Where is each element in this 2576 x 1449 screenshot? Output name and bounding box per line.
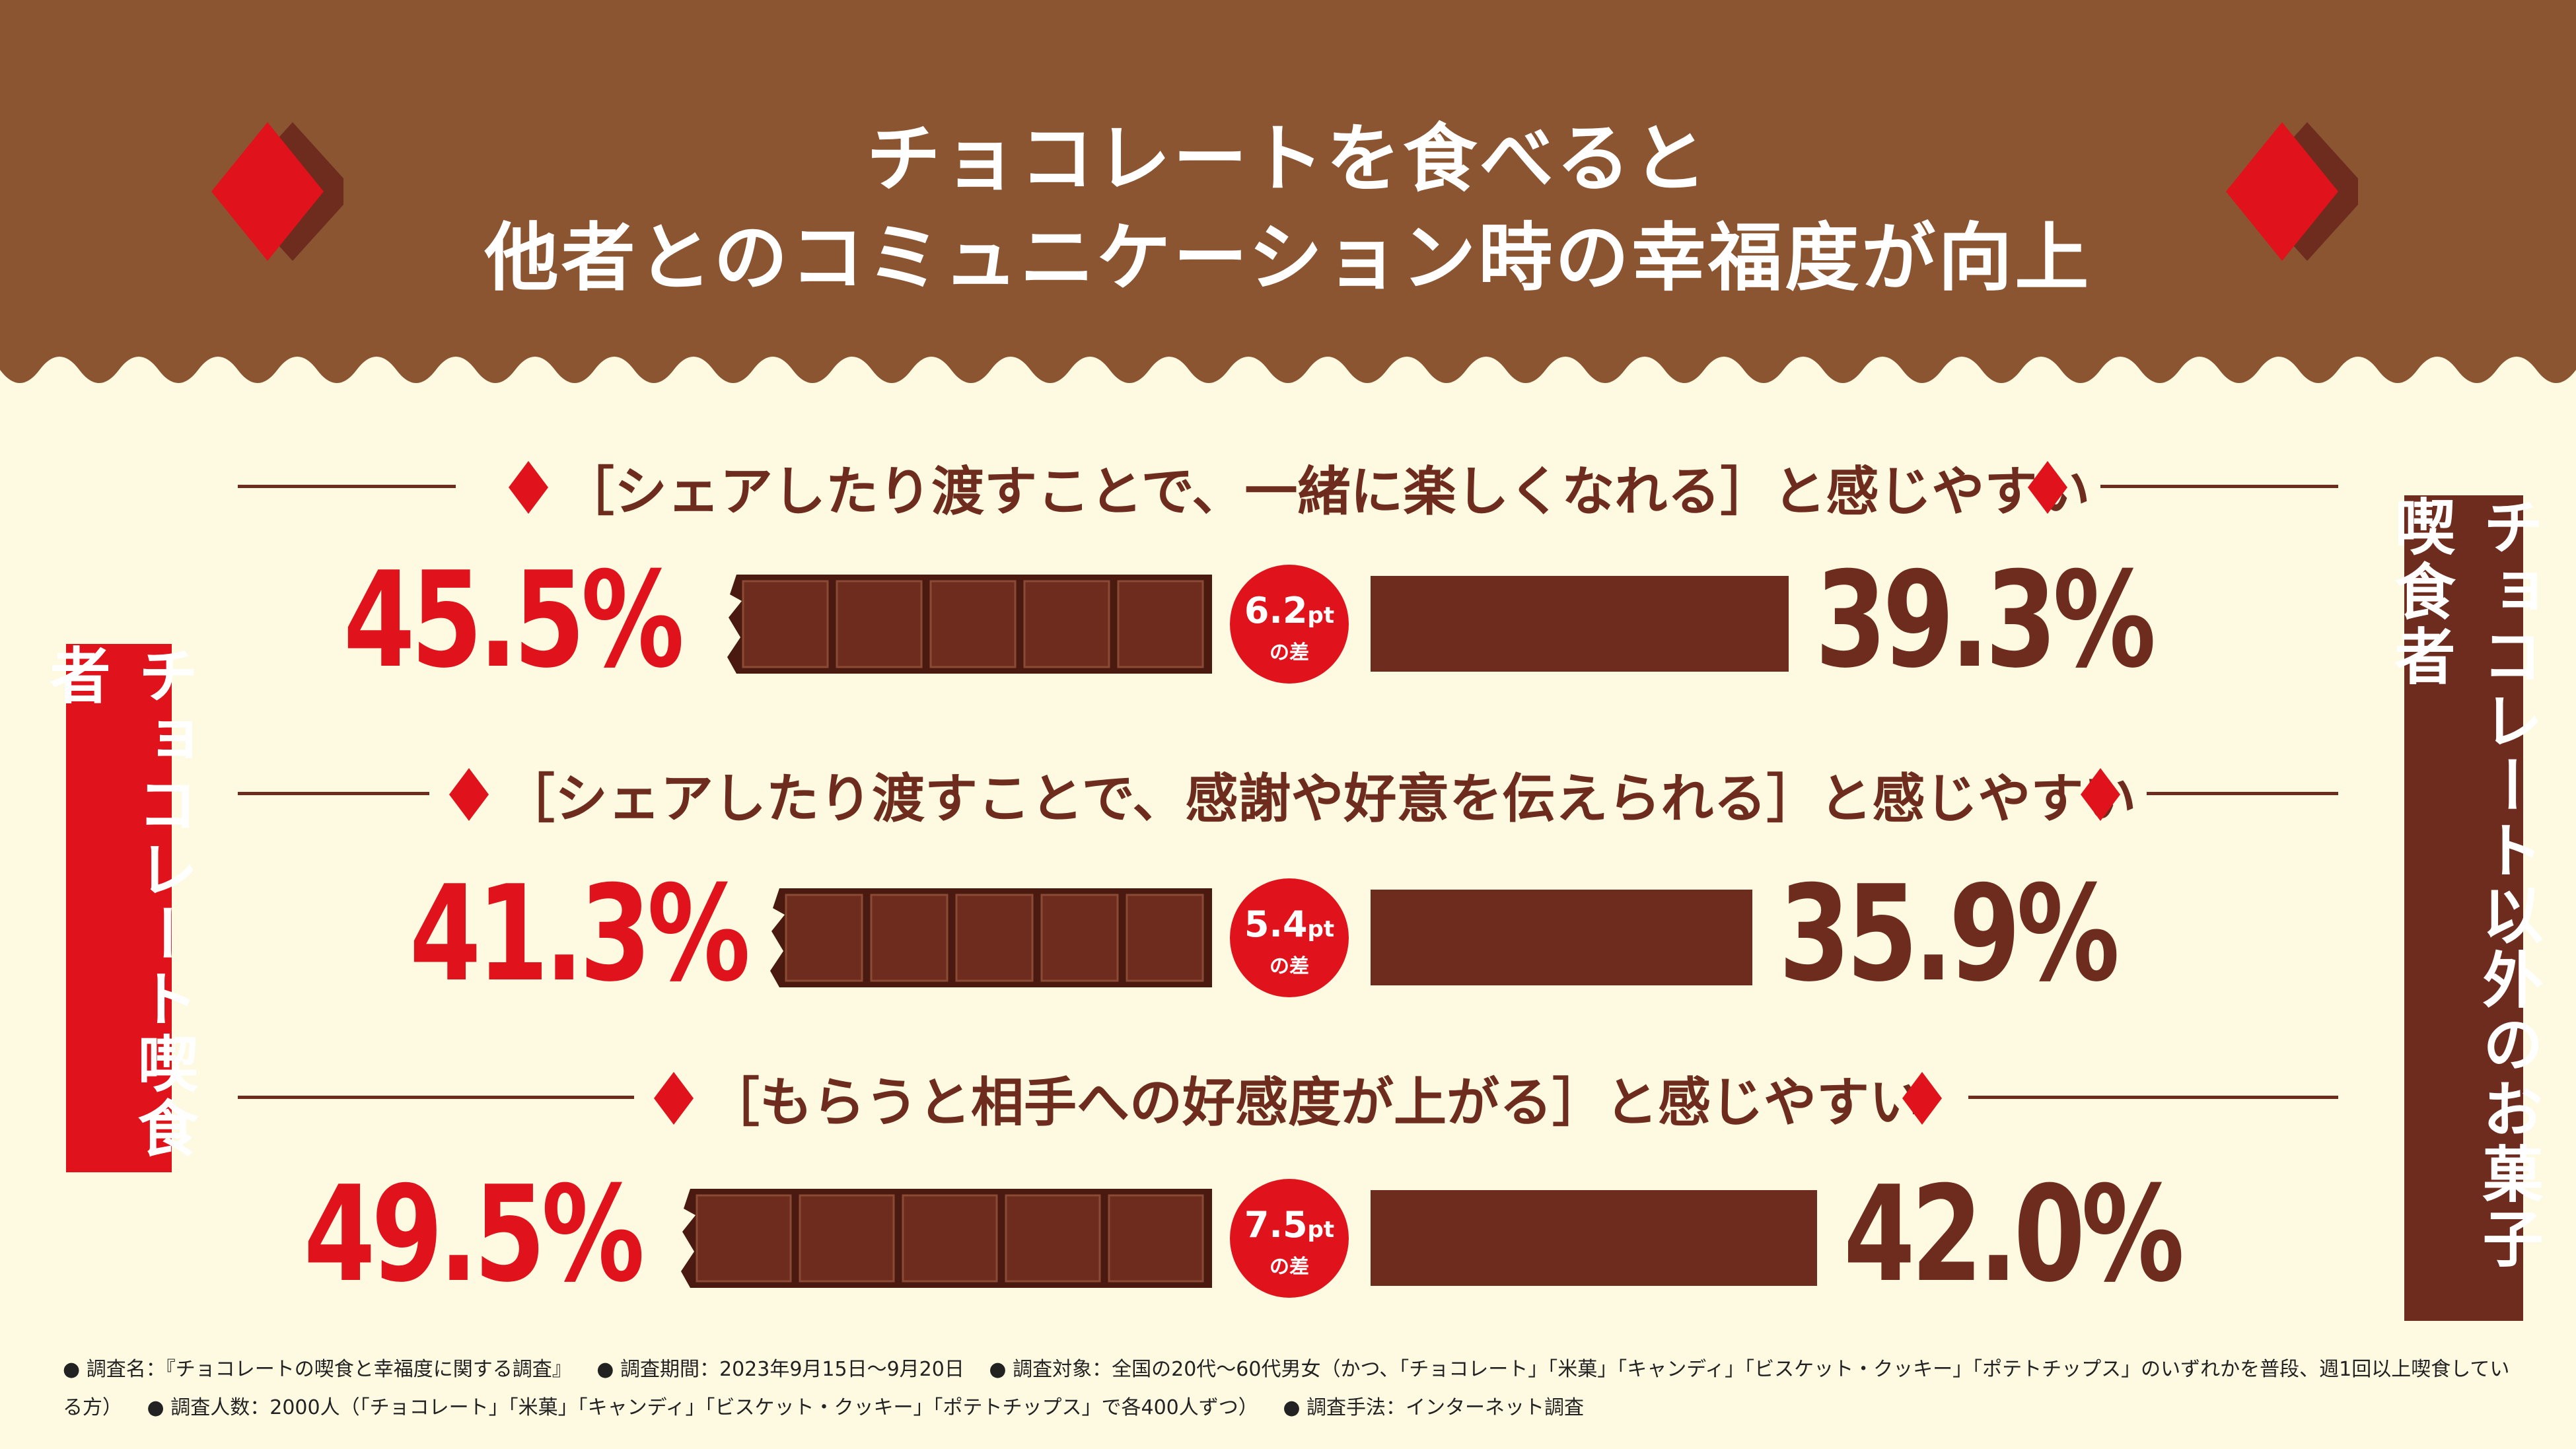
diamond-deco-left — [211, 122, 343, 261]
chocolate-segment — [836, 580, 923, 668]
title-line-1: チョコレートを食べると — [867, 116, 1709, 202]
chocolate-segment — [870, 894, 948, 982]
diamond-icon — [654, 1072, 694, 1125]
question-text: ［シェアしたり渡すことで、感謝や好意を伝えられる］と感じやすい — [502, 768, 2137, 830]
difference-suffix: の差 — [1270, 1255, 1309, 1279]
difference-suffix: の差 — [1270, 641, 1309, 664]
question-line-right — [2147, 792, 2338, 795]
diamond-icon — [509, 461, 548, 514]
difference-unit: pt — [1307, 1217, 1335, 1243]
header-banner — [0, 0, 2576, 383]
chocolate-percent: 41.3% — [409, 857, 750, 1011]
chocolate-segment — [742, 580, 829, 668]
chocolate-segment — [955, 894, 1034, 982]
chocolate-segment — [785, 894, 863, 982]
diamond-icon — [1902, 1072, 1942, 1125]
difference-value: 7.5 — [1244, 1204, 1308, 1246]
chocolate-segment — [1023, 580, 1110, 668]
chocolate-segment — [929, 580, 1017, 668]
chocolate-segment — [1117, 580, 1204, 668]
difference-value: 6.2 — [1244, 590, 1308, 631]
chocolate-segment — [1126, 894, 1204, 982]
chocolate-bar — [681, 1189, 1212, 1288]
question-row-3: ［もらうと相手への好感度が上がる］と感じやすい — [238, 1060, 2338, 1133]
chocolate-segment — [1005, 1194, 1101, 1283]
question-line-left — [238, 485, 456, 488]
other-snack-percent: 39.3% — [1815, 544, 2156, 697]
chocolate-bar — [727, 575, 1212, 674]
question-line-right — [2100, 485, 2338, 488]
difference-unit: pt — [1307, 916, 1335, 942]
chocolate-segment — [902, 1194, 998, 1283]
difference-unit: pt — [1307, 602, 1335, 629]
diamond-icon — [2028, 461, 2067, 514]
survey-note: ● 調査期間：2023年9月15日〜9月20日 — [596, 1358, 964, 1381]
chocolate-bar — [770, 888, 1212, 987]
title-line-2: 他者とのコミュニケーション時の幸福度が向上 — [484, 215, 2092, 301]
side-label-other-snacks: チョコレート以外のお菓子喫食者 — [2384, 495, 2543, 1321]
diamond-icon — [2081, 768, 2120, 821]
diamond-deco-right — [2226, 122, 2358, 261]
difference-badge: 7.5pt の差 — [1230, 1179, 1349, 1298]
survey-note: ● 調査対象：全国の20代〜60代男女（かつ、「チョコレート」「米菓」「キャンデ… — [63, 1358, 2510, 1419]
question-line-left — [238, 1096, 634, 1099]
chocolate-segment — [696, 1194, 792, 1283]
chocolate-segment — [799, 1194, 895, 1283]
chocolate-segment — [1040, 894, 1119, 982]
survey-note: ● 調査人数：2000人（「チョコレート」「米菓」「キャンディ」「ビスケット・ク… — [147, 1396, 1258, 1419]
diamond-icon — [449, 768, 489, 821]
question-line-right — [1968, 1096, 2338, 1099]
question-text: ［シェアしたり渡すことで、一緒に楽しくなれる］と感じやすい — [561, 461, 2091, 522]
question-row-2: ［シェアしたり渡すことで、感謝や好意を伝えられる］と感じやすい — [238, 756, 2338, 830]
chocolate-percent: 49.5% — [303, 1158, 645, 1312]
other-snack-bar — [1371, 1190, 1817, 1286]
other-snack-percent: 35.9% — [1779, 857, 2120, 1011]
chocolate-segment — [1108, 1194, 1204, 1283]
survey-note: ● 調査手法：インターネット調査 — [1283, 1396, 1585, 1419]
other-snack-bar — [1371, 576, 1789, 672]
survey-note: ● 調査名：『チョコレートの喫食と幸福度に関する調査』 — [63, 1358, 572, 1381]
difference-value: 5.4 — [1244, 903, 1308, 945]
question-row-1: ［シェアしたり渡すことで、一緒に楽しくなれる］と感じやすい — [238, 449, 2338, 522]
other-snack-percent: 42.0% — [1843, 1158, 2184, 1312]
difference-suffix: の差 — [1270, 955, 1309, 978]
survey-notes: ● 調査名：『チョコレートの喫食と幸福度に関する調査』 ● 調査期間：2023年… — [63, 1351, 2520, 1427]
difference-badge: 6.2pt の差 — [1230, 565, 1349, 684]
question-text: ［もらうと相手への好感度が上がる］と感じやすい — [707, 1072, 1922, 1133]
chocolate-percent: 45.5% — [343, 544, 684, 697]
question-line-left — [238, 792, 429, 795]
difference-badge: 5.4pt の差 — [1230, 878, 1349, 997]
side-label-chocolate: チョコレート喫食者 — [40, 644, 198, 1172]
other-snack-bar — [1371, 890, 1752, 985]
